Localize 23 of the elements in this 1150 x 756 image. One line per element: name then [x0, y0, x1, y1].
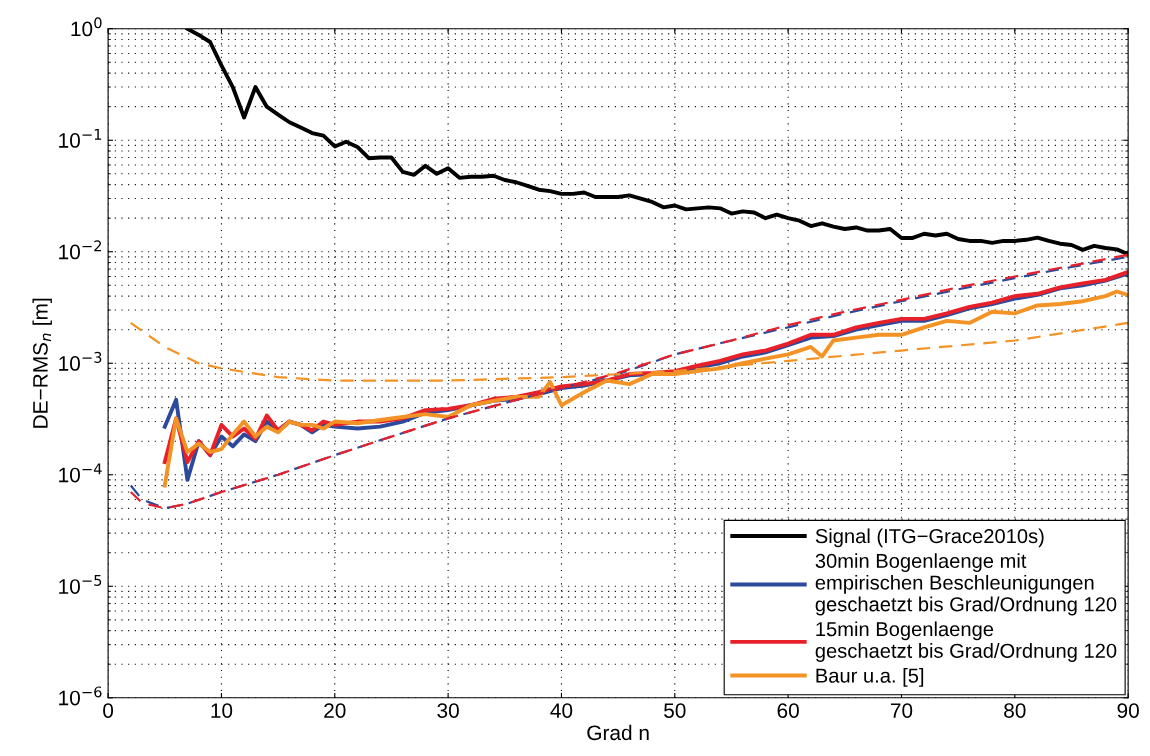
x-tick-label: 20	[324, 703, 346, 718]
legend-label: Baur u.a. [5]	[816, 667, 924, 687]
y-tick-label: 10$^{−1}$	[59, 129, 102, 148]
x-tick-label: 70	[890, 703, 913, 718]
y-axis-title: DE−RMS$_{n}$ [m]	[32, 298, 52, 428]
legend-label: Signal (ITG−Grace2010s)	[815, 528, 1044, 548]
x-tick-label: 90	[1117, 703, 1139, 718]
x-tick-label: 80	[1004, 703, 1026, 718]
y-tick-label: 10$^{0}$	[71, 17, 102, 37]
x-tick-label: 30	[437, 703, 459, 718]
y-tick-label: 10$^{−4}$	[59, 463, 102, 483]
x-tick-label: 40	[550, 703, 573, 718]
legend-label: 15min Bogenlaenge geschaetzt bis Grad/Ordnung 120	[815, 621, 1117, 662]
x-axis-title: Grad n	[587, 724, 649, 741]
legend-label: 30min Bogenlaenge mit empirischen Beschleunigungen geschaetzt bis Grad/Ordnung 120	[815, 553, 1117, 616]
y-tick-label: 10$^{−3}$	[59, 351, 102, 371]
x-tick-label: 10	[211, 703, 233, 718]
y-tick-label: 10$^{−6}$	[59, 686, 102, 706]
x-tick-label: 60	[777, 703, 799, 718]
y-tick-label: 10$^{−5}$	[59, 575, 102, 594]
y-tick-label: 10$^{−2}$	[59, 240, 102, 260]
x-tick-label: 0	[103, 703, 114, 718]
x-tick-label: 50	[664, 703, 686, 718]
